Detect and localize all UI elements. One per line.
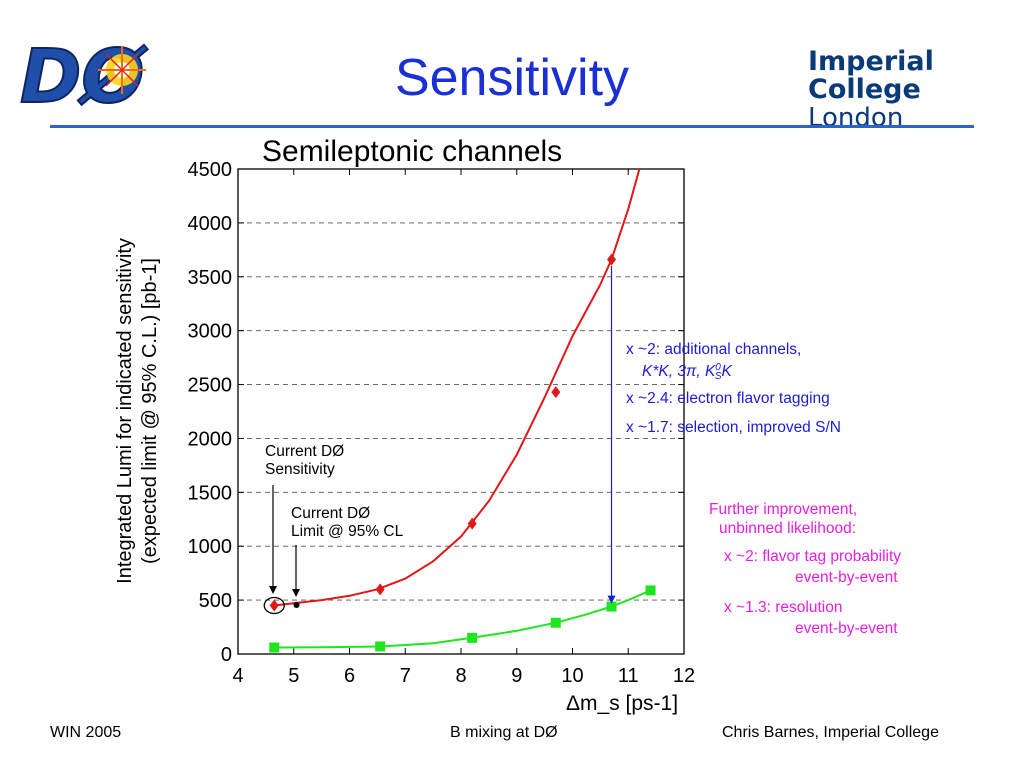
k-short-subscript: S bbox=[714, 371, 722, 382]
y-tick-label: 2500 bbox=[188, 375, 233, 397]
pi-symbol: π bbox=[685, 363, 697, 380]
x-tick-label: 9 bbox=[511, 665, 522, 687]
magenta-annotation-flavor: x ~2: flavor tag probability bbox=[724, 548, 902, 565]
magenta-annotation-further: Further improvement, bbox=[709, 501, 858, 518]
series-2-point bbox=[550, 617, 561, 628]
y-tick-label: 3000 bbox=[188, 321, 233, 343]
y-tick-label: 1500 bbox=[188, 482, 233, 504]
k-short-prefix: , K bbox=[696, 363, 716, 380]
series-1-point bbox=[375, 583, 385, 596]
blue-line-2: K*K, 3π, K0SK bbox=[626, 359, 801, 386]
current-limit-label: Current DØ Limit @ 95% CL bbox=[291, 505, 403, 541]
k-short-suffix: K bbox=[721, 363, 732, 380]
improvement-arrow-head bbox=[607, 595, 616, 604]
logo-line1: Imperial College bbox=[808, 46, 934, 105]
y-tick-label: 2000 bbox=[188, 428, 233, 450]
x-tick-label: 5 bbox=[288, 665, 299, 687]
y-axis-label-line1: Integrated Lumi for indicated sensitivit… bbox=[114, 238, 136, 584]
k-short-superscript: 0 bbox=[715, 362, 721, 373]
y-tick-label: 3500 bbox=[188, 267, 233, 289]
y-tick-label: 1000 bbox=[188, 536, 233, 558]
series-1-point bbox=[607, 253, 617, 266]
y-axis-label-line2: (expected limit @ 95% C.L.) [pb-1] bbox=[139, 258, 161, 564]
chart-title: Semileptonic channels bbox=[262, 135, 563, 168]
series-1-point bbox=[467, 517, 477, 530]
magenta-annotation-event2: event-by-event bbox=[795, 620, 898, 637]
k-star-k: K*K, 3 bbox=[642, 363, 686, 380]
blue-annotation-channels: x ~2: additional channels, K*K, 3π, K0SK bbox=[626, 341, 801, 386]
x-axis-label: Δm_s [ps-1] bbox=[566, 692, 678, 715]
series-2-line bbox=[274, 589, 651, 649]
magenta-annotation-event1: event-by-event bbox=[795, 569, 898, 586]
x-tick-label: 7 bbox=[400, 665, 411, 687]
blue-annotation-selection: x ~1.7: selection, improved S/N bbox=[626, 419, 841, 436]
series-2-point bbox=[467, 632, 478, 643]
title-divider bbox=[50, 125, 974, 128]
series-1-point bbox=[551, 386, 561, 399]
magenta-annotation-unbinned: unbinned likelihood: bbox=[719, 520, 857, 537]
x-tick-label: 6 bbox=[344, 665, 355, 687]
magenta-annotation-resolution: x ~1.3: resolution bbox=[724, 599, 843, 616]
x-tick-label: 12 bbox=[673, 665, 695, 687]
current-sensitivity-line2: Sensitivity bbox=[265, 461, 335, 478]
sensitivity-pointer-head bbox=[269, 586, 277, 594]
blue-annotation-electron: x ~2.4: electron flavor tagging bbox=[626, 390, 830, 407]
series-2-point bbox=[645, 585, 656, 596]
current-limit-line1: Current DØ bbox=[291, 505, 371, 522]
current-sensitivity-line1: Current DØ bbox=[265, 443, 345, 460]
y-tick-label: 4000 bbox=[188, 213, 233, 235]
current-sensitivity-label: Current DØ Sensitivity bbox=[265, 443, 344, 479]
y-tick-label: 500 bbox=[199, 590, 232, 612]
x-tick-label: 10 bbox=[561, 665, 583, 687]
series-2-point bbox=[375, 641, 386, 652]
d0-logo: DØ bbox=[16, 33, 172, 116]
footer-center: B mixing at DØ bbox=[450, 724, 558, 741]
x-tick-label: 8 bbox=[455, 665, 466, 687]
x-tick-label: 4 bbox=[232, 665, 243, 687]
sensitivity-circle bbox=[263, 596, 285, 615]
current-limit-line2: Limit @ 95% CL bbox=[291, 523, 404, 540]
series-2-point bbox=[606, 601, 617, 612]
limit-pointer-head bbox=[292, 589, 300, 597]
blue-line-1: x ~2: additional channels, bbox=[626, 341, 802, 358]
footer-left: WIN 2005 bbox=[50, 724, 122, 741]
y-tick-label: 4500 bbox=[188, 159, 233, 181]
series-1-line bbox=[274, 168, 641, 607]
series-2-point bbox=[269, 642, 280, 653]
series-1-point bbox=[269, 599, 279, 612]
footer-right: Chris Barnes, Imperial College bbox=[722, 724, 939, 741]
current-limit-dot bbox=[293, 601, 300, 608]
x-tick-label: 11 bbox=[618, 665, 639, 687]
slide-title: Sensitivity bbox=[394, 49, 630, 107]
y-tick-label: 0 bbox=[221, 644, 232, 666]
